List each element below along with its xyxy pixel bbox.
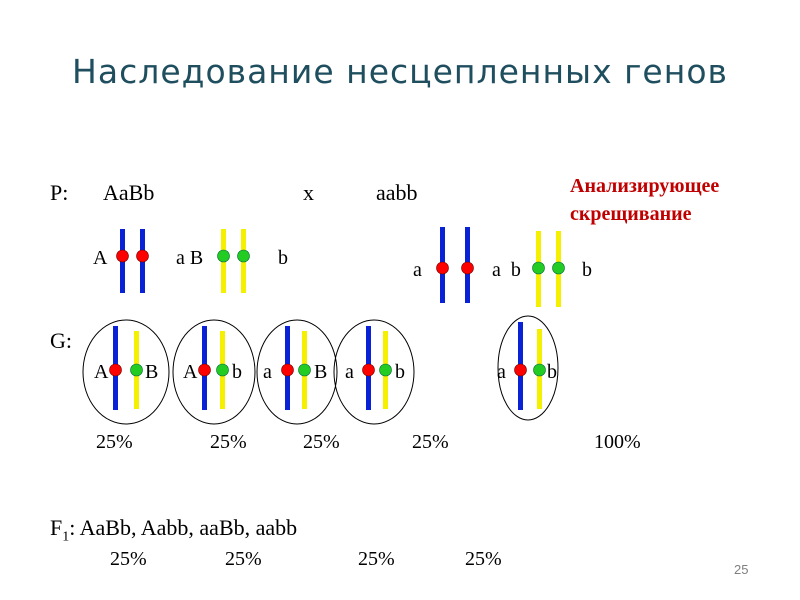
parents-prefix: P: <box>50 180 69 205</box>
allele-marker-red <box>461 261 474 275</box>
allele-marker-red <box>436 261 449 275</box>
gamete-1-right-label: B <box>145 361 158 383</box>
allele-marker-red <box>198 363 211 377</box>
allele-marker-green <box>217 249 230 263</box>
allele-marker-green <box>552 261 565 275</box>
allele-marker-green <box>379 363 392 377</box>
parent-1-chromosomes: A a B b <box>93 229 288 293</box>
gamete-cell-outline <box>497 315 559 421</box>
f1-genotypes: F1: AaBb, Aabb, aaBb, aabb <box>50 515 297 545</box>
label-a: a <box>413 259 422 281</box>
allele-marker-red <box>514 363 527 377</box>
f1-prefix: F <box>50 515 63 540</box>
gamete-1-left-label: A <box>94 361 109 383</box>
gamete-5-left-label: a <box>497 361 506 383</box>
cross-symbol: x <box>303 180 314 205</box>
gamete-3-left-label: a <box>263 361 272 383</box>
gamete-4-right-label: b <box>395 361 405 383</box>
gamete-2-left-label: A <box>183 361 198 383</box>
allele-marker-red <box>136 249 149 263</box>
gamete-4-left-label: a <box>345 361 354 383</box>
gametes-prefix: G: <box>50 328 72 353</box>
gamete-3-right-label: B <box>314 361 327 383</box>
gamete-2: A b <box>172 319 256 425</box>
f1-genotype-list: : AaBb, Aabb, aaBb, aabb <box>69 515 298 540</box>
label-b2: b <box>582 259 592 281</box>
note-line-2: скрещивание <box>570 203 692 225</box>
gamete-4-percent: 25% <box>412 431 449 453</box>
gamete-cell-outline <box>256 319 338 425</box>
allele-marker-green <box>532 261 545 275</box>
gamete-3: a B <box>256 319 338 425</box>
allele-marker-red <box>109 363 122 377</box>
gamete-5-percent: 100% <box>594 431 641 453</box>
parent-2-genotype: aabb <box>376 180 418 205</box>
gamete-5: a b <box>497 315 559 421</box>
allele-marker-green <box>130 363 143 377</box>
parent-1-genotype: AaBb <box>103 180 155 205</box>
gamete-2-right-label: b <box>232 361 242 383</box>
f1-percent-3: 25% <box>358 548 395 570</box>
allele-marker-green <box>298 363 311 377</box>
allele-marker-green <box>216 363 229 377</box>
label-aB: a B <box>176 247 203 269</box>
allele-marker-red <box>281 363 294 377</box>
gamete-5-right-label: b <box>547 361 557 383</box>
gamete-1: A B <box>82 319 170 425</box>
gamete-cell-outline <box>172 319 256 425</box>
f1-percent-2: 25% <box>225 548 262 570</box>
f1-percent-4: 25% <box>465 548 502 570</box>
allele-marker-red <box>362 363 375 377</box>
parent-2-chromosomes: a a b b <box>413 227 592 307</box>
gamete-4: a b <box>333 319 415 425</box>
allele-marker-red <box>116 249 129 263</box>
label-A: A <box>93 247 108 269</box>
gamete-2-percent: 25% <box>210 431 247 453</box>
gamete-cell-outline <box>82 319 170 425</box>
allele-marker-green <box>237 249 250 263</box>
gamete-cell-outline <box>333 319 415 425</box>
label-ab: a b <box>492 259 521 281</box>
slide-title: Наследование несцепленных генов <box>72 52 728 91</box>
gamete-3-percent: 25% <box>303 431 340 453</box>
f1-subscript: 1 <box>62 529 70 545</box>
note-line-1: Анализирующее <box>570 175 720 197</box>
page-number: 25 <box>734 562 749 577</box>
allele-marker-green <box>533 363 546 377</box>
gamete-1-percent: 25% <box>96 431 133 453</box>
analysis-cross-note: Анализирующее скрещивание <box>570 172 790 228</box>
f1-percent-1: 25% <box>110 548 147 570</box>
label-b: b <box>278 247 288 269</box>
